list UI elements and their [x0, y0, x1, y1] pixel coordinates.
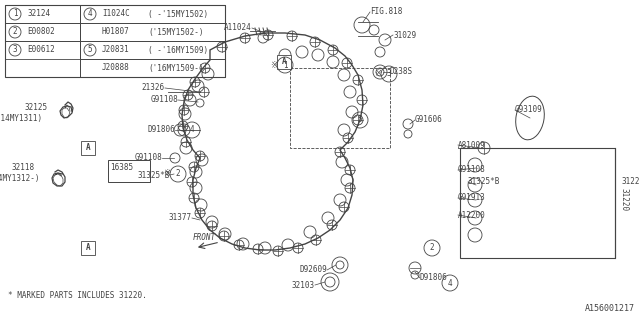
Text: 32125: 32125	[25, 103, 48, 113]
Text: 2: 2	[176, 170, 180, 179]
Text: ( -'14MY1311): ( -'14MY1311)	[0, 114, 42, 123]
Text: 3: 3	[387, 69, 391, 78]
Text: ('15MY1502-): ('15MY1502-)	[148, 28, 204, 36]
Text: 4: 4	[448, 278, 452, 287]
Text: ※: ※	[270, 60, 278, 69]
Text: E00612: E00612	[27, 45, 55, 54]
Text: J20888: J20888	[102, 63, 130, 73]
Text: 3: 3	[13, 45, 17, 54]
Bar	[80, 23, 225, 41]
Text: E00802: E00802	[27, 28, 55, 36]
Text: G91108: G91108	[150, 95, 178, 105]
Bar	[108, 160, 150, 182]
Text: 31220: 31220	[620, 188, 629, 212]
Text: A: A	[282, 58, 286, 67]
Text: J20831: J20831	[102, 45, 130, 54]
Text: 1: 1	[283, 60, 287, 69]
Text: G93109: G93109	[515, 106, 543, 115]
Text: G91913: G91913	[458, 194, 486, 203]
Text: 32118: 32118	[12, 164, 35, 172]
Text: 31325*B: 31325*B	[468, 178, 500, 187]
Text: 16385: 16385	[110, 164, 133, 172]
Bar	[80, 5, 225, 23]
Text: 31377: 31377	[169, 213, 192, 222]
Text: 5: 5	[88, 45, 92, 54]
Bar	[5, 5, 225, 77]
Text: A: A	[86, 143, 90, 153]
Bar	[80, 59, 225, 77]
Text: 4: 4	[88, 10, 92, 19]
Bar	[460, 148, 615, 258]
Text: D91806: D91806	[147, 125, 175, 134]
Text: D238S: D238S	[390, 68, 413, 76]
Text: ('16MY1509-): ('16MY1509-)	[148, 63, 204, 73]
Text: 31220: 31220	[622, 178, 640, 187]
Text: ( -'16MY1509): ( -'16MY1509)	[148, 45, 208, 54]
Bar	[5, 41, 80, 59]
Text: A11024: A11024	[224, 23, 252, 33]
Text: 4: 4	[189, 125, 195, 134]
Text: ('14MY1312-): ('14MY1312-)	[0, 173, 40, 182]
Text: 1: 1	[13, 10, 17, 19]
Text: D91806: D91806	[420, 274, 448, 283]
Bar	[80, 41, 225, 59]
Text: G91606: G91606	[415, 116, 443, 124]
Text: H01807: H01807	[102, 28, 130, 36]
Text: A156001217: A156001217	[585, 304, 635, 313]
Text: I1024C: I1024C	[102, 10, 130, 19]
Text: D92609: D92609	[300, 266, 327, 275]
Bar	[5, 23, 80, 41]
Text: A81009: A81009	[458, 140, 486, 149]
Text: 32103: 32103	[292, 281, 315, 290]
Text: ※: ※	[374, 69, 381, 78]
Text: 2: 2	[429, 244, 435, 252]
Bar	[290, 68, 390, 148]
Bar	[5, 5, 80, 23]
Text: A: A	[86, 244, 90, 252]
Text: FRONT: FRONT	[193, 234, 216, 243]
Text: 2: 2	[13, 28, 17, 36]
Text: * MARKED PARTS INCLUDES 31220.: * MARKED PARTS INCLUDES 31220.	[8, 291, 147, 300]
Bar	[81, 141, 95, 155]
Text: FIG.818: FIG.818	[370, 7, 403, 17]
Text: A12200: A12200	[458, 211, 486, 220]
Text: 5: 5	[358, 116, 362, 124]
Text: G91108: G91108	[134, 154, 162, 163]
Text: 21326: 21326	[142, 84, 165, 92]
Text: G91108: G91108	[458, 165, 486, 174]
Text: 31029: 31029	[393, 30, 416, 39]
Text: 31325*B: 31325*B	[138, 171, 170, 180]
Text: 32124: 32124	[27, 10, 50, 19]
Text: ※: ※	[163, 170, 171, 179]
Bar	[81, 241, 95, 255]
Text: ( -'15MY1502): ( -'15MY1502)	[148, 10, 208, 19]
Bar	[277, 55, 291, 69]
